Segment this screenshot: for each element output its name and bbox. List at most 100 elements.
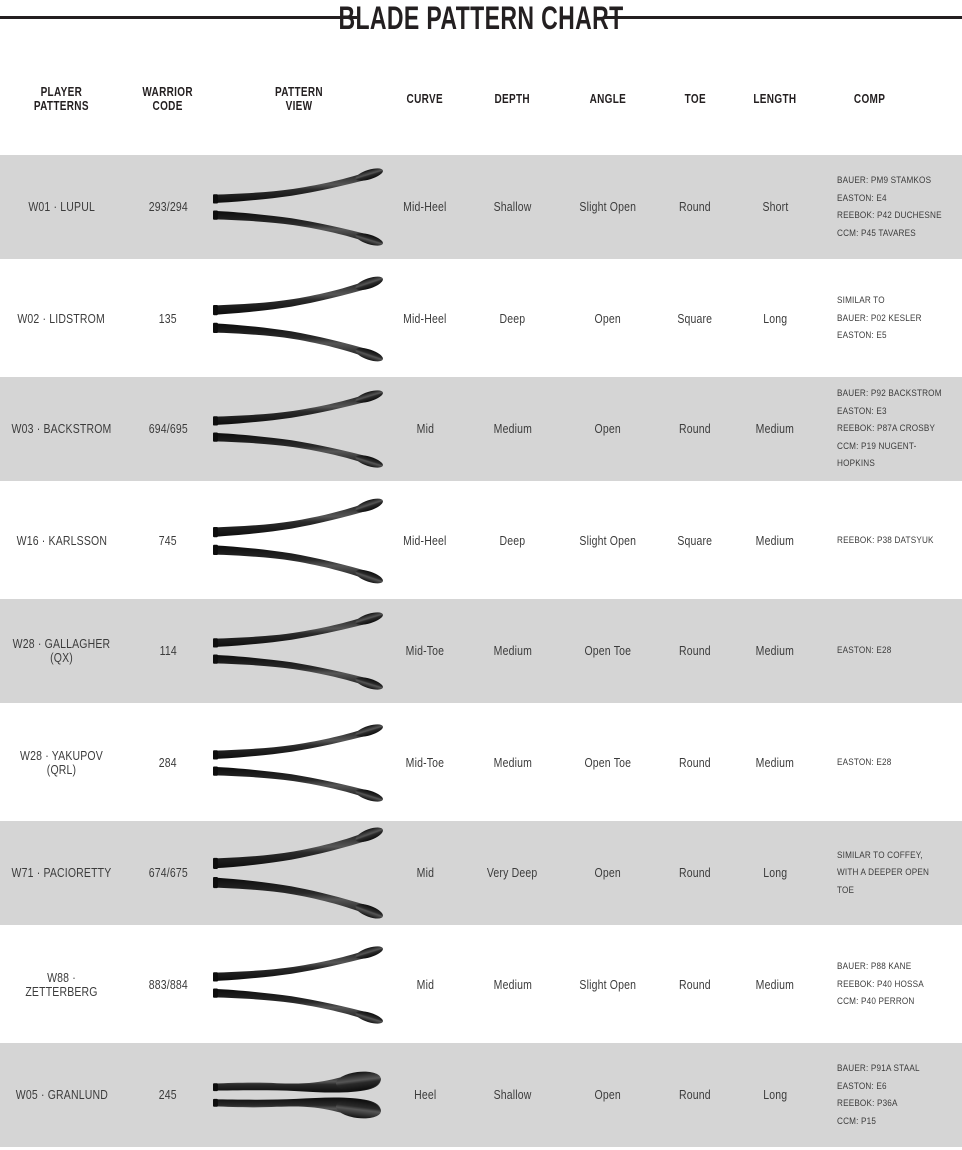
column-header-comp: COMP <box>853 92 886 106</box>
comp-cell: BAUER: P92 BACKSTROM EASTON: E3 REEBOK: … <box>837 388 942 470</box>
length-cell: Medium <box>755 977 795 992</box>
column-header-length: LENGTH <box>753 92 797 106</box>
pattern-view-cell <box>213 929 385 1040</box>
length-cell: Medium <box>755 533 795 548</box>
table-row: W28 · YAKUPOV (QRL) 284 <box>0 707 962 818</box>
comp-cell: SIMILAR TO BAUER: P02 KESLER EASTON: E5 <box>837 295 922 342</box>
warrior-code-cell: 674/675 <box>148 866 188 880</box>
curve-cell: Mid-Toe <box>405 644 445 658</box>
depth-cell: Shallow <box>493 1088 532 1102</box>
comp-cell: EASTON: E28 <box>837 645 892 657</box>
warrior-code-cell: 284 <box>158 755 178 770</box>
toe-cell: Round <box>679 644 711 658</box>
curve-cell: Mid <box>416 977 434 992</box>
table-row: W02 · LIDSTROM 135 <box>0 263 962 374</box>
column-header-depth: DEPTH <box>494 92 531 106</box>
curve-cell: Heel <box>413 1088 437 1102</box>
player-pattern-cell: W28 · YAKUPOV (QRL) <box>20 748 103 777</box>
length-cell: Long <box>762 311 788 326</box>
angle-cell: Slight Open <box>579 977 636 992</box>
comp-cell: SIMILAR TO COFFEY, WITH A DEEPER OPEN TO… <box>837 849 930 896</box>
player-pattern-cell: W71 · PACIORETTY <box>11 866 112 880</box>
angle-cell: Open <box>594 866 621 880</box>
column-headers: PLAYER PATTERNS WARRIOR CODE PATTERN VIE… <box>0 76 962 122</box>
player-pattern-cell: W02 · LIDSTROM <box>17 311 106 326</box>
depth-cell: Shallow <box>493 200 532 214</box>
angle-cell: Open Toe <box>584 644 631 658</box>
warrior-code-cell: 883/884 <box>148 977 188 992</box>
player-pattern-cell: W16 · KARLSSON <box>16 533 107 548</box>
curve-cell: Mid-Heel <box>403 533 447 548</box>
blade-top-view-icon <box>213 723 383 802</box>
toe-cell: Round <box>679 200 711 214</box>
pattern-view-cell <box>213 263 385 374</box>
page-title: BLADE PATTERN CHART <box>338 0 624 36</box>
angle-cell: Open <box>594 422 621 436</box>
depth-cell: Medium <box>493 755 532 770</box>
player-pattern-cell: W05 · GRANLUND <box>15 1088 108 1102</box>
column-header-angle: ANGLE <box>589 92 626 106</box>
depth-cell: Medium <box>493 644 532 658</box>
depth-cell: Deep <box>499 311 526 326</box>
warrior-code-cell: 135 <box>158 311 178 326</box>
warrior-code-cell: 245 <box>158 1088 178 1102</box>
pattern-view-cell <box>213 707 385 818</box>
comp-cell: REEBOK: P38 DATSYUK <box>837 534 934 546</box>
toe-cell: Round <box>679 866 711 880</box>
blade-top-view-icon <box>213 276 383 361</box>
warrior-code-cell: 745 <box>158 533 178 548</box>
length-cell: Medium <box>755 644 795 658</box>
length-cell: Long <box>762 866 788 880</box>
angle-cell: Open <box>594 311 621 326</box>
player-pattern-cell: W01 · LUPUL <box>28 200 95 214</box>
depth-cell: Deep <box>499 533 526 548</box>
blade-top-view-icon <box>213 1071 381 1119</box>
pattern-view-cell <box>213 821 385 925</box>
blade-top-view-icon <box>213 827 383 919</box>
warrior-code-cell: 114 <box>159 644 177 658</box>
toe-cell: Round <box>679 1088 711 1102</box>
table-row: W71 · PACIORETTY 674/675 <box>0 818 962 929</box>
curve-cell: Mid-Heel <box>403 311 447 326</box>
angle-cell: Slight Open <box>579 533 636 548</box>
warrior-code-cell: 293/294 <box>148 200 188 214</box>
title-rule-right <box>605 15 962 19</box>
player-pattern-cell: W88 · ZETTERBERG <box>25 970 98 999</box>
angle-cell: Open Toe <box>584 755 631 770</box>
page-title-wrap: BLADE PATTERN CHART <box>338 0 623 36</box>
column-header-toe: TOE <box>684 92 706 106</box>
column-header-player-patterns: PLAYER PATTERNS <box>34 85 89 113</box>
comp-cell: BAUER: P91A STAAL EASTON: E6 REEBOK: P36… <box>837 1063 920 1127</box>
toe-cell: Square <box>677 311 713 326</box>
title-rule-left <box>0 15 357 19</box>
depth-cell: Medium <box>493 977 532 992</box>
column-header-curve: CURVE <box>406 92 444 106</box>
depth-cell: Medium <box>493 422 532 436</box>
comp-cell: EASTON: E28 <box>837 756 892 768</box>
table-row: W88 · ZETTERBERG 883/884 <box>0 929 962 1040</box>
toe-cell: Round <box>679 977 711 992</box>
curve-cell: Mid <box>416 422 434 436</box>
pattern-view-cell <box>213 599 385 703</box>
angle-cell: Open <box>594 1088 621 1102</box>
table-row: W03 · BACKSTROM 694/695 <box>0 374 962 485</box>
length-cell: Long <box>762 1088 788 1102</box>
table-row: W05 · GRANLUND 245 <box>0 1040 962 1150</box>
blade-top-view-icon <box>213 390 383 468</box>
toe-cell: Square <box>677 533 713 548</box>
blade-top-view-icon <box>213 945 383 1024</box>
comp-cell: BAUER: P88 KANE REEBOK: P40 HOSSA CCM: P… <box>837 961 924 1008</box>
angle-cell: Slight Open <box>579 200 636 214</box>
table-row: W16 · KARLSSON 745 <box>0 485 962 596</box>
table-row: W01 · LUPUL 293/294 <box>0 152 962 263</box>
column-header-pattern-view: PATTERN VIEW <box>274 85 323 113</box>
depth-cell: Very Deep <box>487 866 538 880</box>
length-cell: Medium <box>755 755 795 770</box>
curve-cell: Mid <box>416 866 434 880</box>
curve-cell: Mid-Heel <box>403 200 447 214</box>
blade-top-view-icon <box>213 498 383 583</box>
toe-cell: Round <box>679 422 711 436</box>
pattern-view-cell <box>213 485 385 596</box>
table-row: W28 · GALLAGHER (QX) 114 <box>0 596 962 707</box>
